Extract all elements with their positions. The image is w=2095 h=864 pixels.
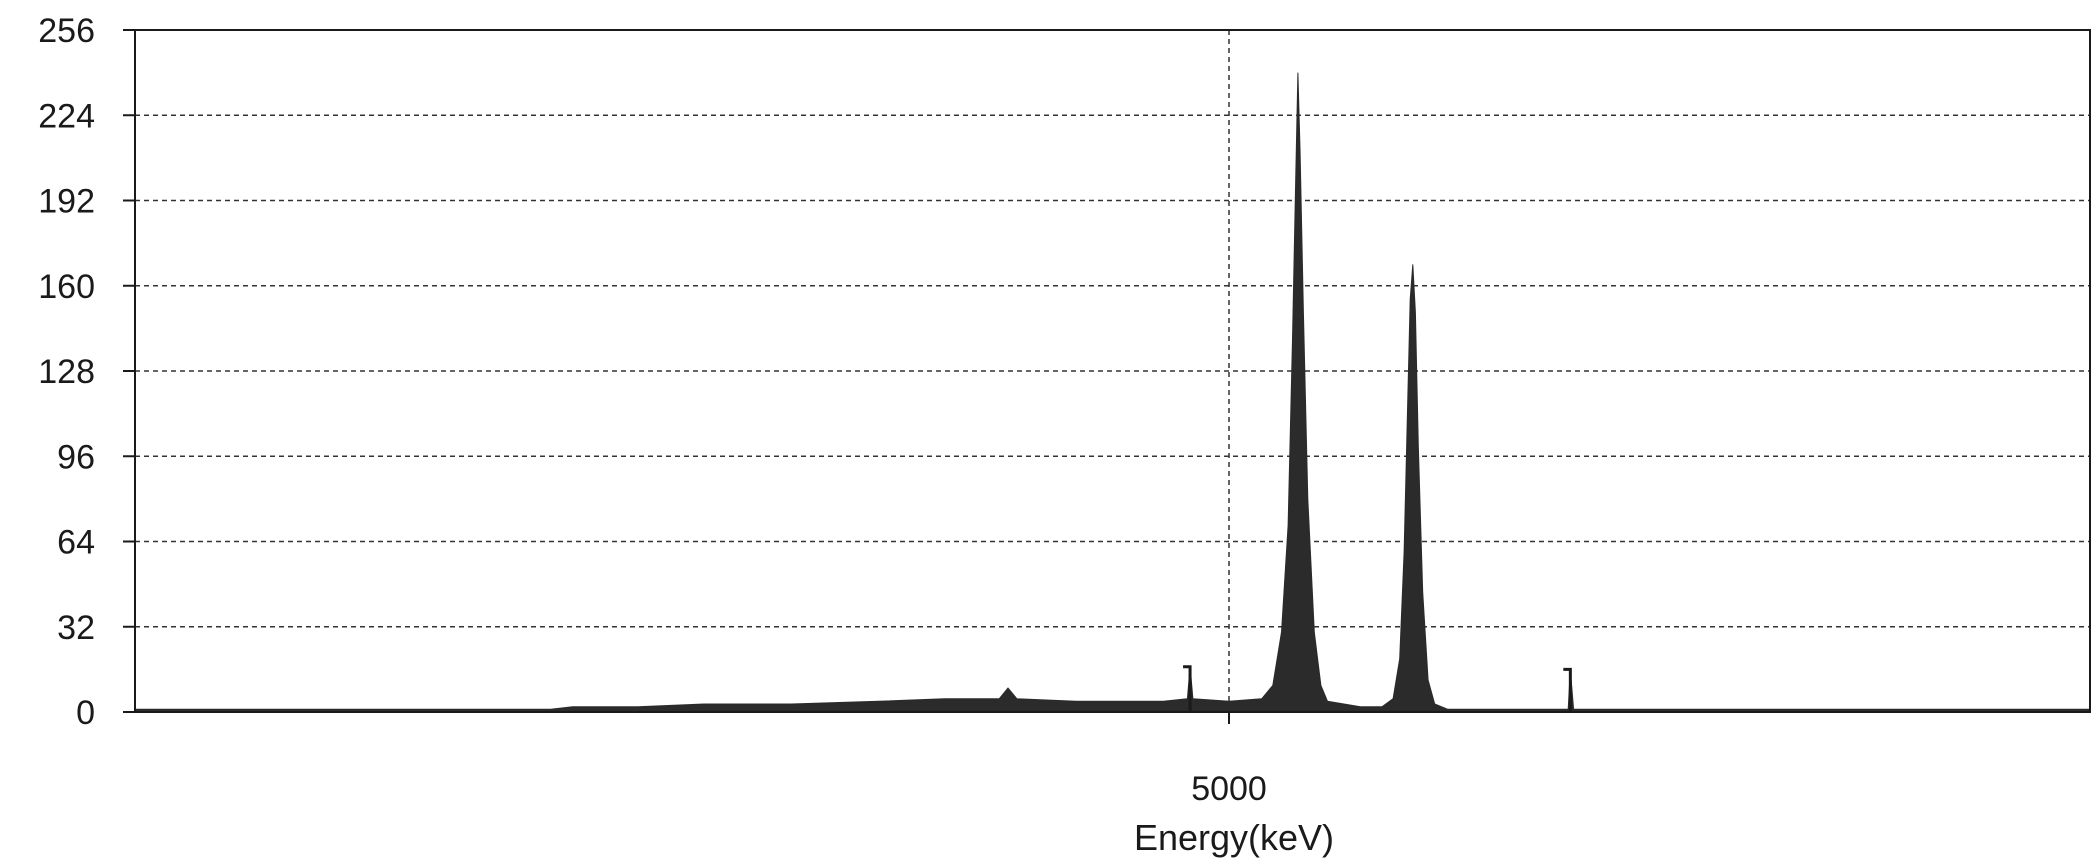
y-tick-label: 192 <box>38 183 95 221</box>
window-markers <box>1183 665 1572 712</box>
x-axis-title: Energy(keV) <box>1134 817 1334 858</box>
gridlines <box>135 30 2090 712</box>
window-marker <box>1563 667 1572 712</box>
y-tick-label: 224 <box>38 97 95 135</box>
y-tick-label: 32 <box>57 609 95 647</box>
plot-frame <box>134 29 2091 713</box>
spectrum-area <box>134 72 2091 713</box>
y-tick-label: 0 <box>76 694 95 732</box>
y-tick-label: 256 <box>38 12 95 50</box>
y-tick-label: 64 <box>57 524 95 562</box>
y-tick-label: 96 <box>57 438 95 476</box>
y-tick-label: 128 <box>38 353 95 391</box>
y-axis: 0 32 64 96 128 160 192 224 256 <box>38 12 135 732</box>
y-tick-label: 160 <box>38 268 95 306</box>
window-marker <box>1183 665 1192 712</box>
x-axis: 5000 <box>1191 712 1267 808</box>
spectrum-series <box>134 72 2091 713</box>
x-tick-label: 5000 <box>1191 770 1267 808</box>
